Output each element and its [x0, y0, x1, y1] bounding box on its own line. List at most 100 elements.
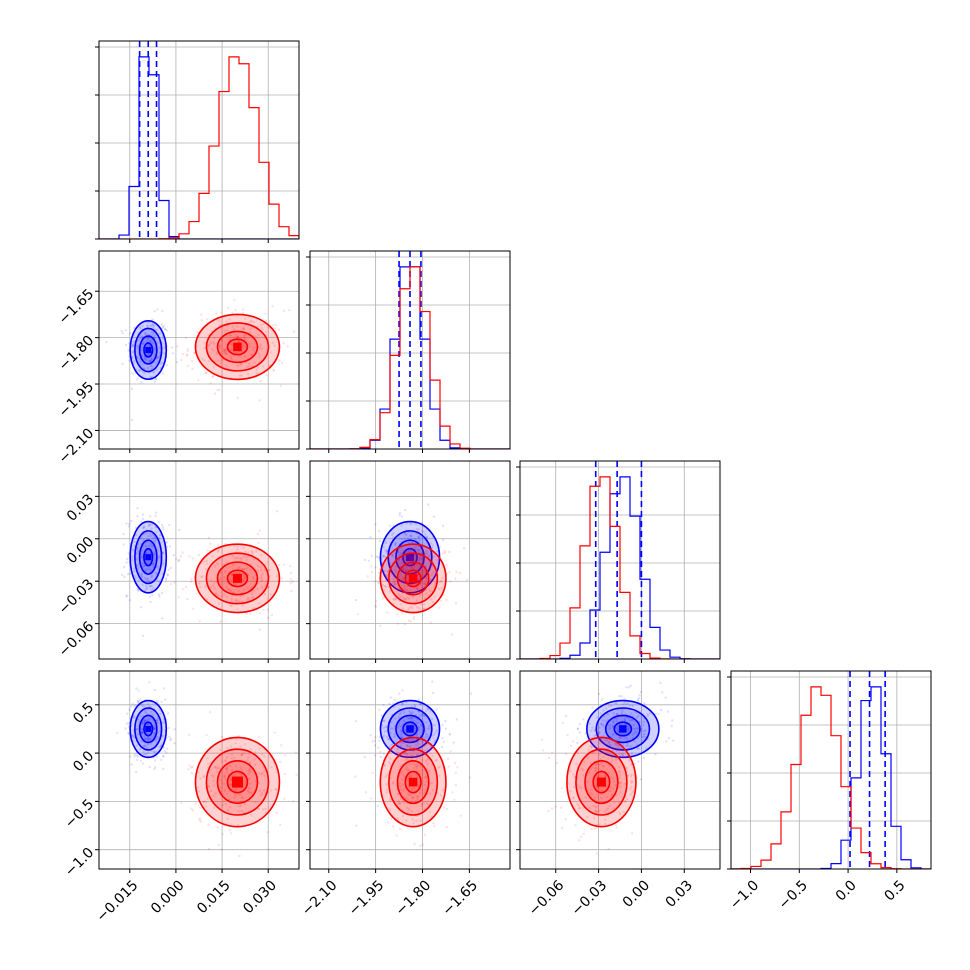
scatter-point [584, 732, 587, 735]
scatter-point [122, 532, 125, 536]
scatter-point [144, 719, 148, 722]
scatter-point [131, 734, 134, 738]
scatter-point [622, 810, 625, 814]
scatter-point [229, 764, 232, 767]
scatter-point [402, 729, 405, 732]
scatter-point [149, 340, 153, 344]
scatter-point [424, 776, 427, 779]
scatter-point [566, 733, 569, 737]
scatter-point [604, 753, 608, 756]
scatter-point [416, 765, 419, 768]
scatter-point [626, 729, 629, 732]
scatter-point [429, 752, 432, 755]
scatter-point [216, 562, 219, 565]
scatter-point [241, 328, 245, 331]
scatter-point [403, 775, 406, 779]
scatter-point [229, 589, 233, 592]
scatter-point [224, 759, 227, 762]
scatter-point [424, 775, 427, 778]
scatter-point [424, 596, 427, 600]
scatter-point [631, 733, 635, 736]
scatter-point [257, 352, 260, 355]
scatter-point [392, 781, 395, 784]
scatter-point [438, 774, 441, 777]
scatter-point [249, 782, 252, 785]
scatter-point [417, 549, 420, 552]
scatter-point [243, 333, 247, 337]
contour-blue [143, 721, 154, 737]
scatter-point [424, 743, 427, 747]
scatter-point [140, 731, 144, 734]
scatter-point [143, 744, 146, 748]
scatter-point [397, 587, 400, 591]
scatter-point [399, 574, 403, 577]
scatter-point [405, 570, 408, 573]
scatter-point [591, 765, 594, 768]
scatter-point [406, 778, 409, 781]
contour-blue [402, 547, 418, 567]
scatter-point [572, 797, 575, 800]
scatter-point [144, 332, 147, 335]
scatter-point [620, 737, 624, 740]
scatter-point [600, 722, 603, 725]
scatter-point [435, 558, 438, 562]
scatter-point [141, 513, 145, 516]
scatter-point [456, 766, 459, 769]
scatter-point [267, 616, 270, 620]
scatter-point [246, 789, 249, 793]
scatter-point [616, 712, 619, 716]
scatter-point [572, 740, 575, 743]
scatter-point [396, 751, 399, 754]
scatter-point [284, 754, 287, 757]
y-tick-label: −0.06 [56, 619, 98, 661]
scatter-point [576, 802, 579, 806]
scatter-point [394, 569, 397, 573]
x-tick-label: 0.00 [620, 877, 653, 910]
scatter-point [429, 590, 432, 593]
scatter-point [595, 852, 599, 855]
scatter-point [417, 535, 421, 538]
scatter-point [407, 758, 410, 762]
scatter-point [222, 775, 226, 778]
scatter-point [128, 332, 132, 335]
scatter-point [423, 791, 426, 795]
scatter-point [628, 704, 632, 707]
y-tick-label: 0.03 [64, 491, 97, 524]
scatter-point [235, 787, 238, 790]
scatter-point [582, 718, 585, 721]
scatter-point [413, 563, 417, 566]
contour-blue [134, 327, 163, 373]
scatter-point [369, 797, 373, 800]
scatter-point [648, 712, 652, 715]
scatter-point [633, 762, 636, 766]
scatter-point [594, 770, 597, 773]
y-tick-label: −1.80 [56, 333, 98, 375]
scatter-point [260, 793, 264, 796]
scatter-point [145, 586, 149, 590]
scatter-point [598, 753, 601, 756]
scatter-point [422, 582, 426, 585]
scatter-point [413, 719, 416, 722]
scatter-point [206, 598, 209, 601]
scatter-point [268, 364, 271, 367]
scatter-point [400, 538, 404, 541]
scatter-point [235, 737, 238, 741]
scatter-point [619, 790, 622, 794]
scatter-point [193, 352, 196, 355]
scatter-point [144, 358, 148, 362]
scatter-point [399, 712, 403, 715]
scatter-point [401, 576, 405, 580]
scatter-point [578, 807, 581, 810]
scatter-point [150, 331, 153, 334]
scatter-point [146, 325, 149, 328]
scatter-point [149, 365, 152, 368]
scatter-point [136, 755, 139, 758]
scatter-point [230, 573, 233, 577]
scatter-point [200, 313, 203, 316]
scatter-point [246, 373, 250, 376]
scatter-point [425, 736, 429, 739]
scatter-point [260, 753, 264, 756]
scatter-point [404, 598, 408, 601]
contour-blue [138, 335, 158, 365]
scatter-point [166, 573, 169, 576]
